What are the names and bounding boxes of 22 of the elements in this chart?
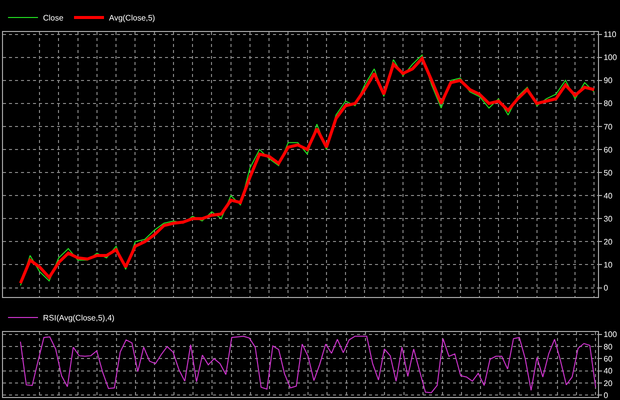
y-tick-label: 110 <box>604 30 617 40</box>
legend-label: RSI(Avg(Close,5),4) <box>43 314 115 323</box>
y-tick-label: 80 <box>604 99 614 108</box>
y-tick-label: 60 <box>604 354 614 364</box>
legend-label: Avg(Close,5) <box>109 14 156 23</box>
y-tick-label: 20 <box>604 238 614 246</box>
y-tick-label: 100 <box>604 53 618 62</box>
y-tick-label: 70 <box>604 122 614 132</box>
y-tick-label: 40 <box>604 366 614 376</box>
line-series <box>20 336 596 394</box>
y-tick-label: 60 <box>604 145 614 154</box>
y-tick-label: 100 <box>604 330 618 340</box>
y-tick-label: 0 <box>604 390 609 400</box>
y-tick-label: 10 <box>604 260 614 270</box>
y-tick-label: 0 <box>604 284 609 293</box>
legend-label: Close <box>43 14 64 23</box>
y-tick-label: 20 <box>604 378 614 388</box>
y-tick-label: 90 <box>604 76 614 86</box>
y-tick-label: 50 <box>604 168 614 178</box>
y-tick-label: 80 <box>604 342 614 352</box>
y-tick-label: 40 <box>604 191 614 200</box>
y-tick-label: 30 <box>604 214 614 224</box>
